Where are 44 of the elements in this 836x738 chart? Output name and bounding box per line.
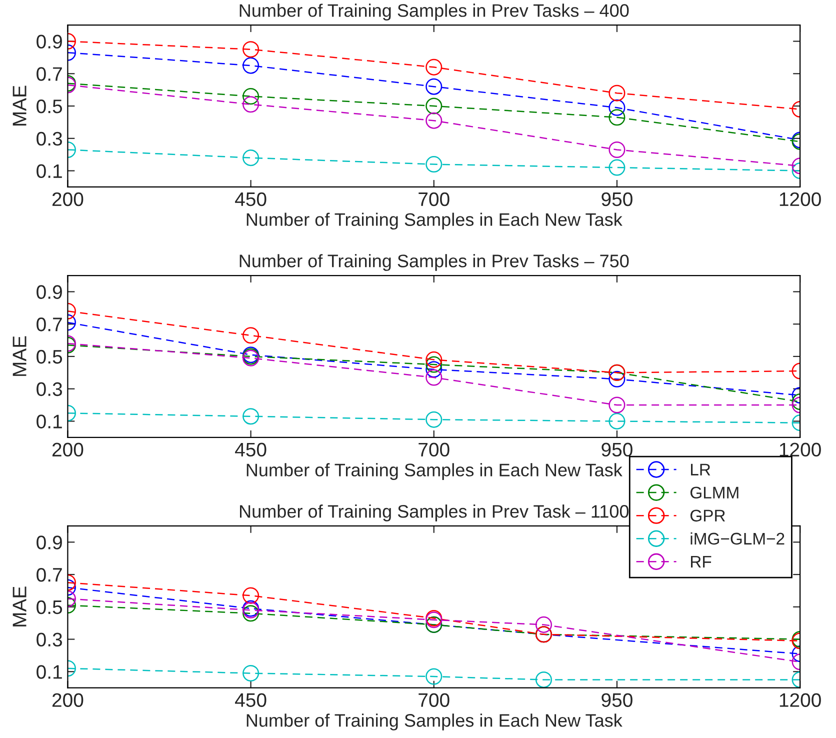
x-tick-label: 950	[602, 693, 632, 707]
y-tick-label: 0.1	[36, 414, 62, 428]
y-tick-label: 0.3	[36, 632, 62, 646]
x-axis-title: Number of Training Samples in Each New Task	[246, 212, 622, 230]
y-tick-label: 0.3	[36, 132, 62, 146]
chart-title: Number of Training Samples in Prev Tasks – 750	[240, 254, 629, 271]
legend-label: LR	[691, 464, 710, 476]
x-tick-label: 1200	[780, 693, 821, 707]
x-tick-label: 450	[235, 192, 266, 206]
legend-label: GPR	[690, 510, 725, 522]
y-axis-title: MAE	[12, 586, 26, 626]
legend-label: GLMM	[690, 486, 738, 499]
legend-label: iMG−GLM−2	[690, 532, 784, 545]
y-tick-label: 0.1	[36, 164, 62, 178]
y-tick-label: 0.3	[36, 382, 62, 396]
x-tick-label: 1200	[780, 192, 821, 206]
x-tick-label: 700	[418, 192, 450, 206]
x-tick-label: 450	[235, 693, 266, 707]
x-tick-label: 700	[418, 442, 450, 457]
y-tick-label: 0.9	[36, 285, 62, 299]
y-tick-label: 0.5	[36, 99, 62, 114]
y-tick-label: 0.7	[36, 67, 62, 81]
x-tick-label: 200	[52, 192, 84, 206]
x-tick-label: 1200	[780, 442, 821, 457]
x-axis-title: Number of Training Samples in Each New Task	[246, 463, 622, 480]
y-tick-label: 0.7	[36, 568, 62, 582]
chart-title: Number of Training Samples in Prev Task – 1100	[240, 504, 629, 522]
y-tick-label: 0.5	[36, 600, 62, 614]
x-tick-label: 700	[418, 693, 450, 707]
legend-label: RF	[691, 556, 712, 568]
y-axis-title: MAE	[12, 336, 26, 376]
y-tick-label: 0.1	[36, 665, 62, 679]
y-axis-title: MAE	[12, 86, 26, 126]
y-tick-label: 0.5	[36, 350, 62, 364]
chart-title: Number of Training Samples in Prev Tasks – 400	[240, 4, 629, 21]
x-tick-label: 450	[235, 442, 266, 457]
y-tick-label: 0.7	[36, 318, 62, 332]
y-tick-label: 0.9	[36, 34, 62, 49]
x-tick-label: 200	[52, 693, 84, 707]
x-tick-label: 950	[602, 192, 632, 206]
x-tick-label: 950	[602, 442, 632, 457]
y-tick-label: 0.9	[36, 536, 62, 550]
x-axis-title: Number of Training Samples in Each New Task	[246, 714, 622, 730]
x-tick-label: 200	[52, 442, 84, 457]
